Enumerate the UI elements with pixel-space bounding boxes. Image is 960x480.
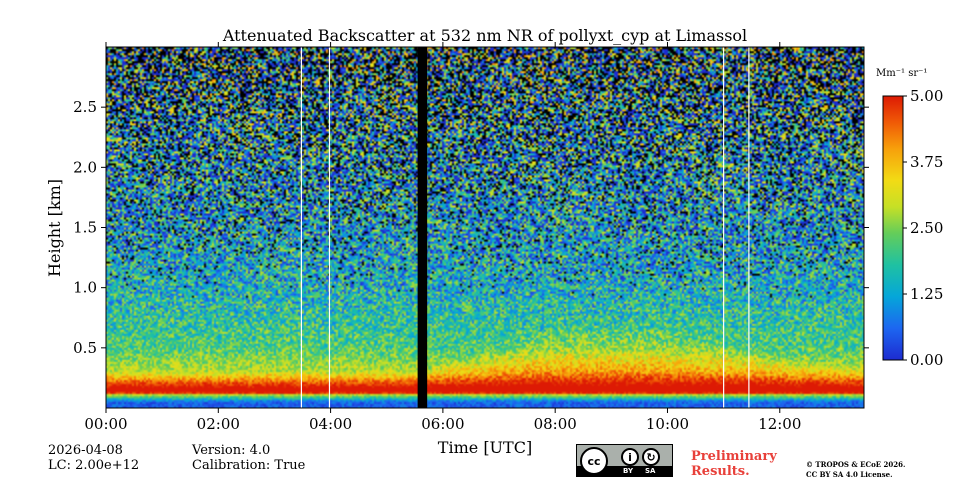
x-tick-label: 00:00: [84, 415, 127, 433]
version-label: Version: 4.0: [192, 443, 271, 458]
date-label: 2026-04-08: [48, 443, 123, 458]
calibration-label: Calibration: True: [192, 458, 306, 473]
colorbar-axis: 0.00 1.25 2.50 3.75 5.00: [903, 87, 943, 369]
by-icon: i: [621, 448, 639, 466]
lidar-constant-label: LC: 2.00e+12: [48, 458, 140, 473]
colorbar-tick-label: 3.75: [910, 153, 943, 171]
sa-icon: ↻: [642, 448, 660, 466]
badge-strip: [577, 466, 672, 476]
x-axis: 00:00 02:00 04:00 06:00 08:00 10:00 12:00: [84, 42, 801, 433]
footer-left: 2026-04-08 LC: 2.00e+12: [48, 443, 139, 473]
y-tick-label: 0.5: [73, 339, 97, 357]
y-axis-label: Height [km]: [45, 179, 64, 277]
heatmap-overlays: [300, 47, 750, 408]
heatmap-image: [106, 47, 864, 408]
preliminary-note: Preliminary Results.: [691, 449, 777, 479]
sa-label: SA: [645, 467, 656, 475]
preliminary-line2: Results.: [691, 464, 750, 479]
y-tick-label: 2.5: [73, 98, 97, 116]
colorbar-tick-label: 5.00: [910, 87, 943, 105]
preliminary-line1: Preliminary: [691, 449, 777, 464]
colorbar-tick-label: 0.00: [910, 351, 943, 369]
copyright-line2: CC BY SA 4.0 License.: [806, 470, 893, 479]
y-axis: 0.5 1.0 1.5 2.0 2.5: [73, 98, 869, 357]
y-tick-label: 1.0: [73, 279, 97, 297]
x-tick-label: 04:00: [309, 415, 352, 433]
y-tick-label: 2.0: [73, 158, 97, 176]
copyright-line1: © TROPOS & ECoE 2026.: [806, 460, 906, 469]
colorbar-tick-label: 1.25: [910, 285, 943, 303]
x-axis-label: Time [UTC]: [438, 438, 532, 457]
chart-title: Attenuated Backscatter at 532 nm NR of p…: [222, 26, 747, 45]
x-tick-label: 06:00: [421, 415, 464, 433]
by-label: BY: [623, 467, 634, 475]
cc-license-badge: cc i ↻ BY SA: [576, 444, 673, 477]
copyright-note: © TROPOS & ECoE 2026. CC BY SA 4.0 Licen…: [806, 460, 905, 480]
colorbar-tick-label: 2.50: [910, 219, 943, 237]
x-tick-label: 12:00: [758, 415, 801, 433]
x-tick-label: 10:00: [646, 415, 689, 433]
cc-icon: cc: [580, 447, 608, 475]
data-gap: [417, 47, 428, 408]
colorbar: [882, 95, 904, 361]
colorbar-unit-label: Mm⁻¹ sr⁻¹: [876, 68, 927, 79]
y-tick-label: 1.5: [73, 219, 97, 237]
footer-middle: Version: 4.0 Calibration: True: [192, 443, 305, 473]
x-tick-label: 08:00: [534, 415, 577, 433]
x-tick-label: 02:00: [197, 415, 240, 433]
